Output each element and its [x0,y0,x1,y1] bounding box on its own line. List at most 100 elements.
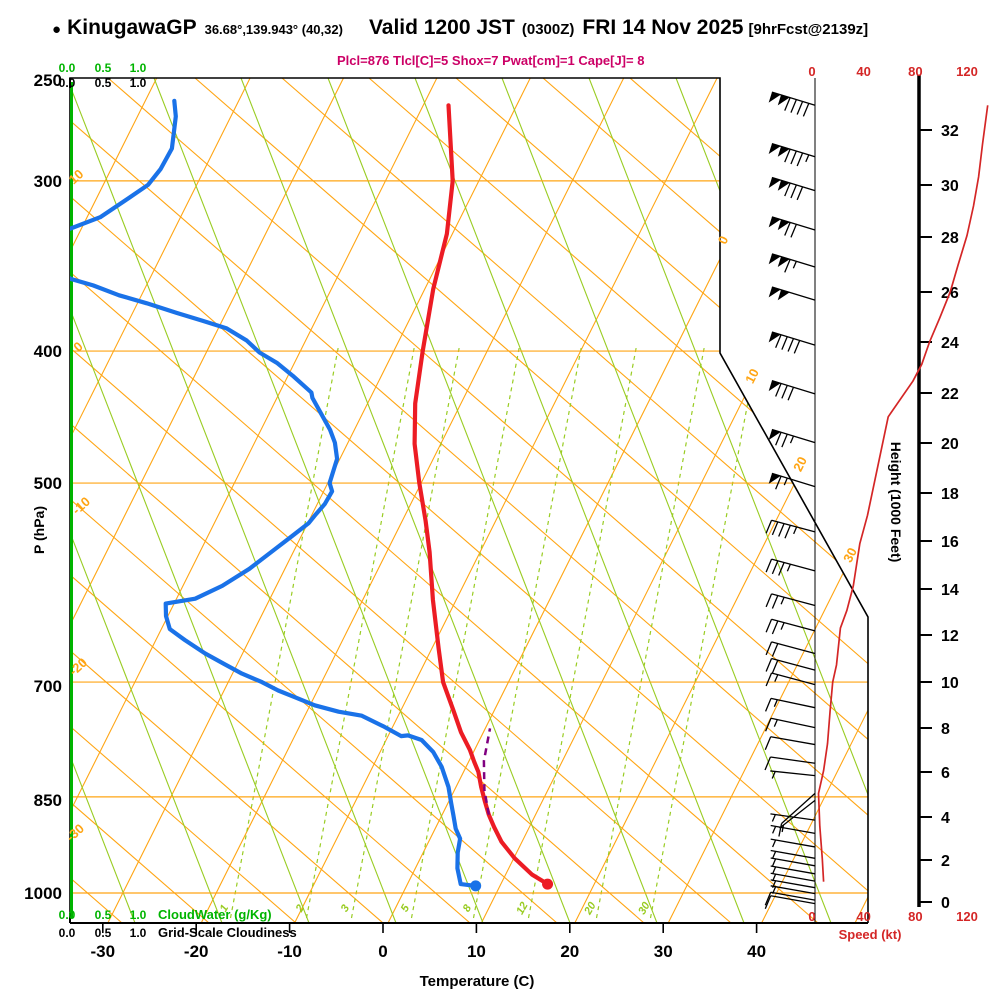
barb-half [772,839,777,848]
barb-full [775,432,782,446]
cloudiness-scale-top: 0.0 [59,76,76,90]
barb-half [772,866,777,875]
wind-barb-staff [770,891,816,901]
wind-barb [770,865,816,875]
barb-full [764,717,772,732]
dry-adiabat-line [107,78,868,923]
height-tick-label: 32 [941,123,959,140]
height-tick-label: 10 [941,675,959,692]
cloudiness-scale-top: 0.5 [95,76,112,90]
barb-pennant [768,380,781,392]
wind-barb [765,519,816,539]
barb-full [764,736,772,750]
barb-full [765,619,773,633]
wind-barb [768,176,816,201]
wind-barb-staff [781,792,816,825]
wind-barb-staff [770,697,816,709]
dewpoint-curve [70,98,478,888]
mixing-ratio-label: 12 [514,900,531,917]
mixing-ratio-label: 30 [636,899,653,916]
cloudiness-axis-title: Grid-Scale Cloudiness [158,925,297,940]
mixing-ratio-label: 1 [218,903,231,914]
isotherm-label: 10 [742,366,762,386]
temperature-tick-label: -20 [184,942,209,961]
wind-barb-staff [771,519,816,533]
temperature-tick-label: 20 [560,942,579,961]
barb-full [790,150,797,165]
barb-full [771,643,779,657]
moist-adiabat-line [588,78,868,923]
wind-barb-staff [770,857,816,867]
speed-tick-label-top: 80 [908,64,922,79]
wind-barb [765,672,816,687]
wind-barb-staff [770,885,816,895]
speed-tick-label-bottom: 80 [908,909,922,924]
valid-time-z: (0300Z) [521,21,575,38]
barb-half [772,826,777,834]
speed-tick-label-bottom: 0 [808,909,815,924]
barb-full [765,672,773,687]
wind-barb-staff [770,756,816,764]
barb-half [805,154,810,163]
wind-barb [764,891,816,906]
barb-full [793,340,801,354]
temperature-tick-label: -10 [277,942,302,961]
wind-barb [764,736,816,750]
plot-frame [69,77,869,923]
barb-full [778,823,783,837]
barb-full [781,385,788,399]
barb-pennant [777,94,790,106]
barb-pennant [777,180,790,191]
isotherm-line [200,78,625,923]
barb-full [784,259,791,273]
wind-barb-staff [771,558,816,572]
barb-full [796,101,804,115]
title-bar: ● KinugawaGP 36.68°,139.943° (40,32) Val… [52,16,992,40]
wind-barb [770,838,816,848]
dry-adiabat-line [70,78,471,923]
mixing-ratio-line [595,344,706,919]
barb-pennant [768,143,781,155]
dry-adiabat-label: -30 [63,821,87,845]
height-tick-label: 8 [941,721,950,738]
dry-adiabat-line [542,78,868,923]
mixing-ratio-line [350,344,461,919]
wind-barb-staff [771,618,816,632]
wind-barb [768,331,816,354]
moist-adiabat-line [327,78,658,923]
dry-adiabat-line [455,78,868,923]
barb-half [773,719,778,727]
temperature-tick-label: 0 [378,942,387,961]
barb-full [781,336,788,350]
isotherm-line [854,78,868,923]
wind-barb [770,872,816,882]
barb-full [784,148,791,163]
dry-adiabat-line [281,78,868,923]
mixing-ratio-line [410,344,521,919]
barb-full [764,756,772,771]
barb-pennant [768,92,781,103]
cloudwater-scale-bottom: 0.0 [59,908,76,922]
background-grid [70,78,868,923]
wind-barb [768,142,816,167]
barb-half [792,261,797,269]
isotherm-line [70,78,158,923]
barb-half [789,435,795,444]
barb-half [771,771,776,779]
wind-barb [770,813,816,822]
wind-barb-staff [771,593,816,607]
wind-barb [765,641,816,657]
height-tick-label: 30 [941,178,959,195]
pressure-tick-label: 250 [34,71,62,90]
barb-full [787,387,795,401]
dry-adiabat-line [70,78,645,923]
wind-barb-staff [770,838,816,848]
temperature-tick-label: 10 [467,942,486,961]
barb-full [787,338,795,352]
cloudiness-scale-bottom: 1.0 [130,926,147,940]
barb-full [765,641,773,656]
isotherm-label: 0 [715,233,732,246]
barb-pennant [777,146,790,157]
wind-barb [770,857,816,867]
